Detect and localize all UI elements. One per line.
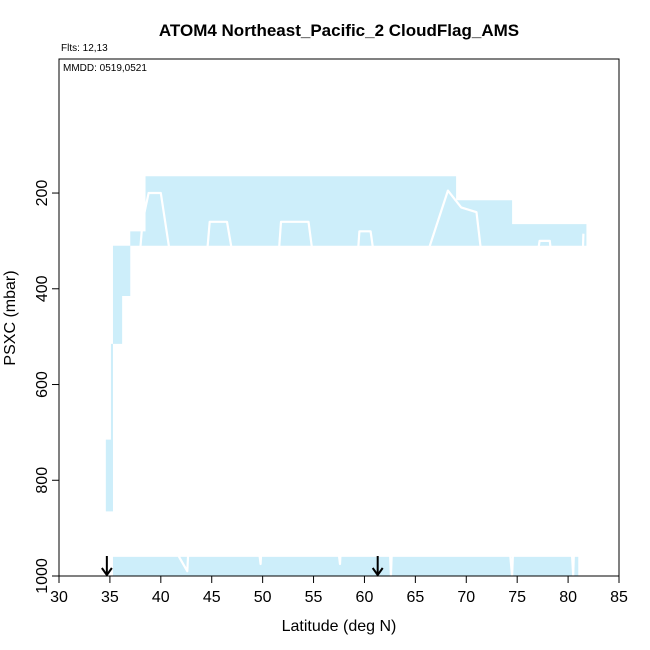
plot-frame [58, 58, 620, 577]
down-arrow-icon [371, 567, 384, 577]
x-tick-label: 40 [152, 589, 170, 606]
down-arrow-icon [101, 567, 113, 577]
plot-area [105, 176, 587, 578]
x-tick-label: 60 [356, 589, 374, 606]
x-tick-label: 30 [50, 589, 68, 606]
x-tick-label: 65 [406, 589, 424, 606]
y-tick-label: 200 [34, 180, 51, 207]
y-tick-label: 1000 [34, 558, 51, 594]
axes: 30 35 40 45 50 55 60 65 70 75 80 85 200 400 600 800 1000 [34, 58, 628, 606]
flight-track [108, 189, 585, 578]
x-tick-label: 80 [559, 589, 577, 606]
x-tick-label: 85 [610, 589, 628, 606]
flights-annotation: Flts: 12,13 [61, 43, 108, 54]
x-tick-label: 55 [305, 589, 323, 606]
x-tick-label: 75 [508, 589, 526, 606]
y-tick-label: 400 [34, 275, 51, 302]
y-axis-label: PSXC (mbar) [2, 270, 19, 365]
x-tick-label: 70 [457, 589, 475, 606]
dates-annotation: MMDD: 0519,0521 [63, 63, 147, 74]
chart-title: ATOM4 Northeast_Pacific_2 CloudFlag_AMS [159, 21, 519, 40]
y-tick-label: 800 [34, 467, 51, 494]
x-axis-label: Latitude (deg N) [282, 618, 397, 635]
cloud-region [105, 176, 587, 512]
x-tick-label: 35 [101, 589, 119, 606]
y-tick-label: 600 [34, 371, 51, 398]
x-tick-label: 45 [203, 589, 221, 606]
x-tick-label: 50 [254, 589, 272, 606]
cloud-region-bottom [112, 556, 579, 576]
